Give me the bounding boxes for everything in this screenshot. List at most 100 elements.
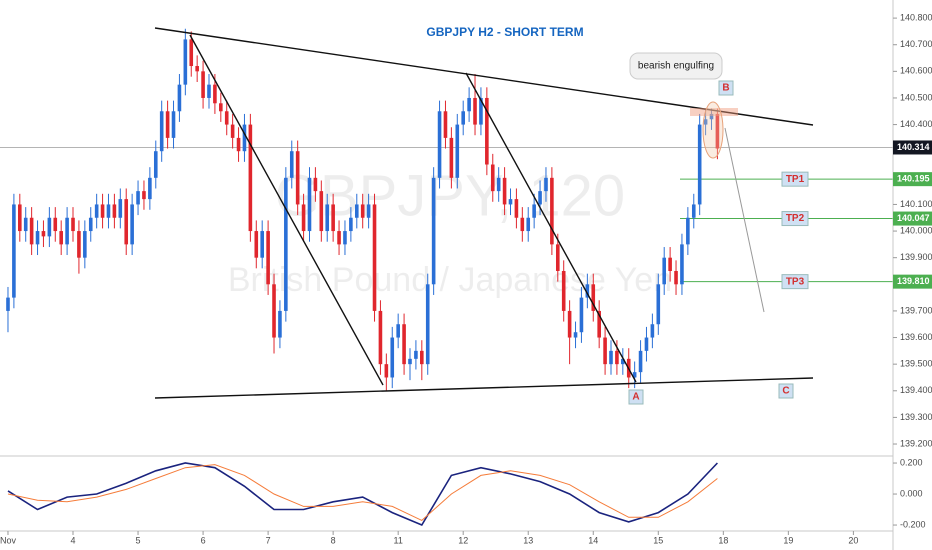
candle-body xyxy=(201,71,205,98)
drawings xyxy=(154,27,814,399)
leg-line xyxy=(189,34,384,386)
candle-body xyxy=(402,324,406,365)
candle-body xyxy=(53,217,58,232)
candle-body xyxy=(142,191,146,200)
candle-body xyxy=(520,217,525,232)
candle-body xyxy=(449,137,454,178)
candle-body xyxy=(224,111,229,125)
candle-body xyxy=(538,191,542,205)
candle-body xyxy=(431,177,436,285)
candle-body xyxy=(153,151,158,178)
candle-body xyxy=(65,217,69,245)
y-tick-label: 139.700 xyxy=(900,305,932,315)
level-name-box xyxy=(781,274,809,290)
point-label: C xyxy=(782,386,789,397)
candle-body xyxy=(313,177,318,192)
x-tick-label: 5 xyxy=(136,535,141,545)
candle-body xyxy=(674,270,678,285)
candle-body xyxy=(360,204,365,218)
x-tick-label: 20 xyxy=(848,535,858,545)
candle-body xyxy=(12,204,16,298)
candle-body xyxy=(266,231,270,285)
level-tag xyxy=(893,274,932,289)
candle-body xyxy=(615,350,619,365)
y-tick-label: 139.400 xyxy=(900,385,932,395)
x-tick-label: 6 xyxy=(201,535,206,545)
candle-body xyxy=(691,204,696,218)
candle-body xyxy=(177,84,182,112)
candle-body xyxy=(621,358,625,365)
candle-body xyxy=(88,217,93,232)
candle-body xyxy=(71,217,75,232)
candle-body xyxy=(597,310,601,338)
candle-body xyxy=(455,124,460,178)
y-tick-label: 140.500 xyxy=(900,92,932,102)
candle-body xyxy=(260,231,264,258)
candle-body xyxy=(343,231,347,245)
candle-body xyxy=(632,372,637,378)
candle-body xyxy=(479,97,483,125)
candle-body xyxy=(148,177,152,200)
projection-arrow xyxy=(724,127,765,313)
candle-body xyxy=(35,231,40,245)
candle-body xyxy=(585,284,590,298)
candle-body xyxy=(284,177,288,311)
candle-body xyxy=(544,177,548,192)
level-label: 140.047 xyxy=(897,213,930,223)
upper-trendline xyxy=(154,27,814,126)
candle-body xyxy=(680,244,684,285)
candle-body xyxy=(130,204,134,245)
x-tick-label: 14 xyxy=(588,535,598,545)
candle-body xyxy=(697,124,702,205)
y-tick-label: 140.100 xyxy=(900,199,932,209)
y-tick-label: 140.700 xyxy=(900,39,932,49)
candle-body xyxy=(195,66,199,72)
candle-body xyxy=(656,284,661,325)
highlight-box xyxy=(690,108,738,116)
candle-body xyxy=(29,217,34,245)
candle-body xyxy=(384,364,389,378)
candle-body xyxy=(420,350,424,365)
x-tick-label: 11 xyxy=(393,535,402,545)
x-tick-label: 12 xyxy=(458,535,468,545)
indicator-y-tick-label: -0.200 xyxy=(900,519,926,529)
note: bearish engulfing xyxy=(638,61,714,72)
candle-body xyxy=(100,204,105,218)
x-tick-label: Nov xyxy=(0,535,16,545)
candle-body xyxy=(508,199,513,205)
candle-body xyxy=(514,199,519,218)
candle-body xyxy=(106,204,111,218)
candle-body xyxy=(396,324,400,338)
candle-body xyxy=(165,111,170,138)
level-tag xyxy=(893,172,932,187)
level-label: 140.195 xyxy=(897,174,930,184)
x-tick-label: 15 xyxy=(653,535,663,545)
candle-body xyxy=(41,231,46,237)
note-box xyxy=(629,52,723,80)
point-box xyxy=(778,383,794,399)
indicator-y-tick-label: 0.000 xyxy=(900,488,923,498)
y-tick-label: 139.200 xyxy=(900,438,932,448)
point-box xyxy=(718,80,734,96)
candle-body xyxy=(136,191,140,205)
candle-body xyxy=(579,297,584,333)
level-name-box xyxy=(781,171,809,187)
candle-body xyxy=(644,337,649,351)
y-tick-label: 139.600 xyxy=(900,332,932,342)
level-tag xyxy=(893,211,932,226)
candle-body xyxy=(207,84,211,98)
candle-body xyxy=(703,119,708,125)
candle-body xyxy=(349,217,353,232)
candle-body xyxy=(473,97,477,125)
candle-body xyxy=(467,97,471,112)
y-tick-label: 139.300 xyxy=(900,412,932,422)
candle-body xyxy=(366,204,371,218)
level-name-box xyxy=(781,211,809,227)
point-label: A xyxy=(632,392,639,403)
price-pane: TP1 TP2 TP3 xyxy=(0,28,893,391)
lower-trendline xyxy=(154,377,814,399)
y-tick-label: 140.600 xyxy=(900,66,932,76)
candle-body xyxy=(461,111,466,125)
candle-body xyxy=(668,257,672,271)
candle-body xyxy=(331,204,335,232)
